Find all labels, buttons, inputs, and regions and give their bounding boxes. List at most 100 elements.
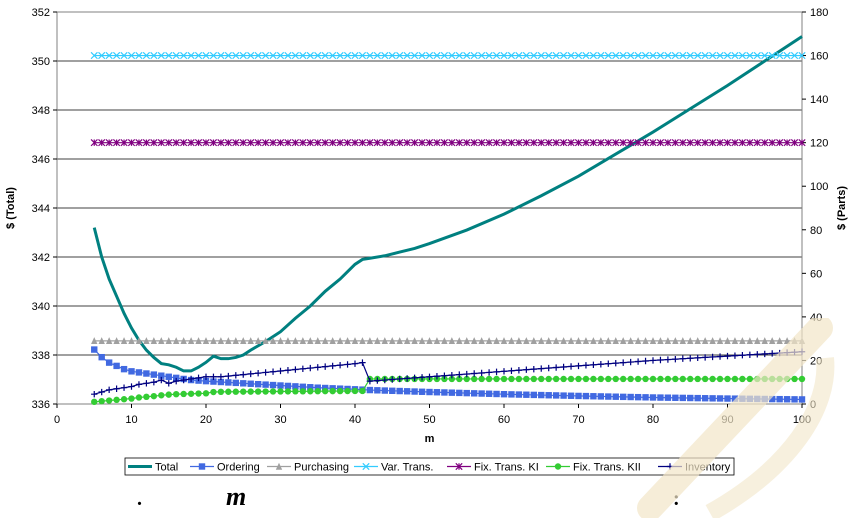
data-point <box>232 379 239 387</box>
data-point <box>284 51 292 60</box>
y-left-tick-label: 348 <box>32 105 50 117</box>
data-point <box>649 51 657 60</box>
series-line-total <box>92 35 803 373</box>
legend-label: Inventory <box>685 462 731 474</box>
data-point <box>389 387 396 394</box>
data-point <box>344 337 351 345</box>
data-point <box>538 337 545 345</box>
data-point <box>195 374 202 382</box>
data-point <box>418 388 426 395</box>
data-point <box>716 375 724 383</box>
data-point <box>202 373 210 380</box>
data-point <box>776 51 784 60</box>
data-point <box>396 139 404 147</box>
data-point <box>627 375 634 383</box>
data-point <box>276 139 285 147</box>
data-point <box>158 337 165 345</box>
data-point <box>150 51 158 60</box>
legend-label: Total <box>155 462 178 474</box>
data-point <box>261 51 270 60</box>
data-point <box>471 375 478 383</box>
y-left-tick-label: 344 <box>32 203 50 215</box>
data-point <box>723 51 732 60</box>
data-point <box>232 51 240 60</box>
data-point <box>545 375 552 383</box>
data-point <box>493 368 500 376</box>
data-point <box>656 139 665 147</box>
data-point <box>433 337 441 345</box>
data-point <box>597 393 605 400</box>
data-point <box>656 51 665 60</box>
data-point <box>418 337 426 345</box>
data-point <box>672 355 679 363</box>
data-point <box>441 372 448 379</box>
data-point <box>232 372 239 379</box>
data-point <box>403 337 411 345</box>
data-point <box>455 139 463 147</box>
data-point <box>783 396 791 403</box>
data-point <box>113 362 120 370</box>
legend-item: Purchasing <box>267 462 349 474</box>
data-point <box>582 392 590 400</box>
data-point <box>754 395 761 403</box>
data-point <box>433 51 441 60</box>
data-point <box>671 139 679 147</box>
data-point <box>590 361 597 368</box>
data-point <box>507 139 516 147</box>
data-point <box>217 139 225 147</box>
y-left-tick-label: 338 <box>32 350 50 362</box>
data-point <box>127 51 136 60</box>
data-point <box>485 369 493 376</box>
data-point <box>113 337 120 345</box>
data-point <box>753 139 761 147</box>
data-point <box>515 337 523 345</box>
data-point <box>769 395 776 403</box>
data-point <box>232 337 239 345</box>
legend-label: Ordering <box>217 462 260 474</box>
data-point <box>552 392 560 399</box>
data-point <box>433 373 441 380</box>
data-point <box>180 337 187 345</box>
data-point <box>746 351 754 358</box>
data-point <box>500 139 508 147</box>
data-point <box>158 372 165 379</box>
data-point <box>113 396 120 404</box>
data-point <box>157 51 165 60</box>
data-point <box>299 388 307 395</box>
y-right-tick-label: 20 <box>810 355 822 367</box>
data-point <box>381 376 388 384</box>
data-point <box>620 359 627 366</box>
data-point <box>582 139 590 147</box>
legend-item: Fix. Trans. KII <box>546 462 641 474</box>
data-point <box>731 51 739 60</box>
data-point <box>448 139 456 147</box>
data-point <box>173 374 180 382</box>
data-point <box>619 51 627 60</box>
data-point <box>687 394 694 402</box>
data-point <box>582 362 590 369</box>
data-point <box>329 387 336 395</box>
data-point <box>634 51 642 60</box>
data-point <box>217 337 225 345</box>
data-point <box>657 375 664 383</box>
data-point <box>150 392 158 400</box>
data-point <box>381 337 388 345</box>
data-point <box>523 391 530 398</box>
data-point <box>194 51 203 60</box>
data-point <box>522 139 530 147</box>
data-point <box>761 375 768 383</box>
data-point <box>672 394 679 401</box>
data-point <box>627 393 634 401</box>
data-point <box>694 139 702 147</box>
data-point <box>701 375 709 383</box>
data-point <box>112 51 121 60</box>
data-point <box>612 337 619 345</box>
data-point <box>284 382 292 390</box>
data-point <box>664 51 672 60</box>
data-point <box>262 337 269 345</box>
data-point <box>470 139 478 147</box>
data-point <box>262 369 269 376</box>
data-point <box>530 365 537 373</box>
data-point <box>754 375 761 383</box>
data-point <box>128 337 135 345</box>
